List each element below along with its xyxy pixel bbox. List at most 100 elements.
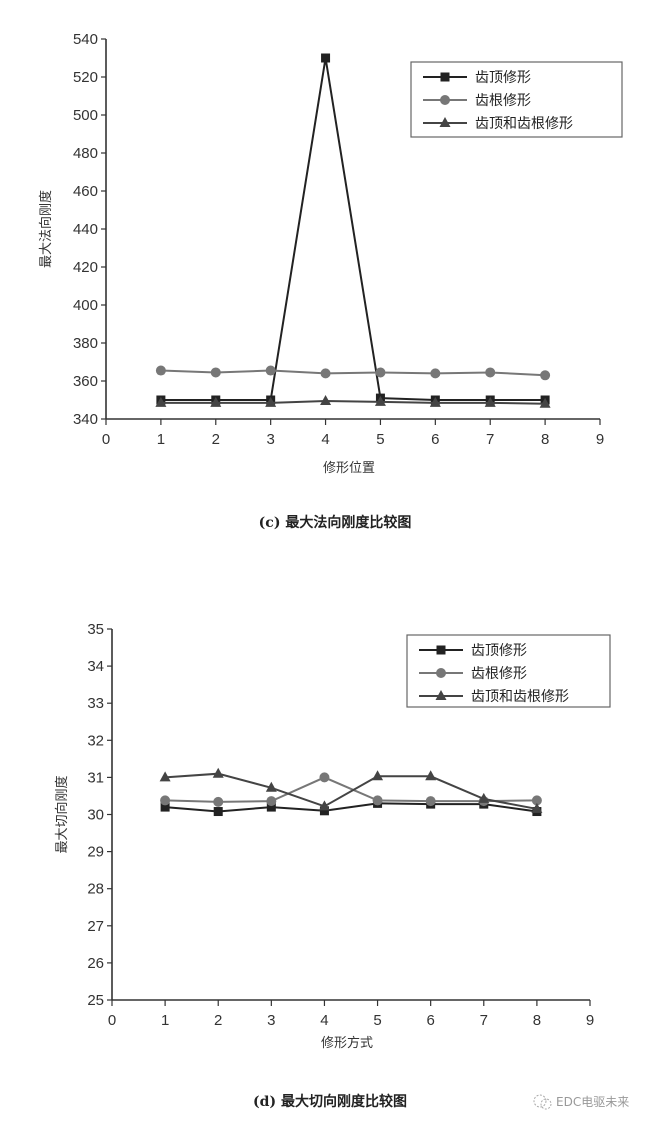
triangle-marker xyxy=(320,394,332,405)
x-axis-title: 修形方式 xyxy=(321,1035,373,1051)
figure-caption: (d) 最大切向刚度比较图 xyxy=(253,1093,407,1110)
triangle-marker xyxy=(429,396,441,407)
x-tick-label: 1 xyxy=(161,1012,169,1029)
y-tick-label: 26 xyxy=(87,955,104,972)
y-tick-label: 31 xyxy=(87,769,104,786)
watermark-text: EDC电驱未来 xyxy=(556,1095,629,1109)
x-tick-label: 3 xyxy=(266,431,274,448)
x-tick-label: 8 xyxy=(541,431,549,448)
x-tick-label: 6 xyxy=(431,431,439,448)
y-axis-title: 最大法向刚度 xyxy=(38,190,54,268)
circle-marker xyxy=(375,367,386,378)
circle-marker xyxy=(160,795,171,806)
y-tick-label: 33 xyxy=(87,695,104,712)
square-marker xyxy=(436,645,446,655)
triangle-marker xyxy=(318,800,330,811)
legend-entry: 齿根修形 xyxy=(475,93,531,109)
circle-marker xyxy=(372,795,383,806)
square-marker xyxy=(266,802,276,812)
y-tick-label: 460 xyxy=(73,183,98,200)
y-tick-label: 360 xyxy=(73,373,98,390)
series-line xyxy=(155,365,551,381)
y-tick-label: 25 xyxy=(87,992,104,1009)
y-tick-label: 30 xyxy=(87,807,104,824)
triangle-marker xyxy=(212,767,224,778)
y-tick-label: 400 xyxy=(73,297,98,314)
x-tick-label: 2 xyxy=(212,431,220,448)
y-tick-label: 29 xyxy=(87,844,104,861)
y-tick-label: 500 xyxy=(73,107,98,124)
circle-marker xyxy=(436,668,446,678)
x-tick-label: 9 xyxy=(586,1012,594,1029)
y-tick-label: 28 xyxy=(87,881,104,898)
y-axis-title: 最大切向刚度 xyxy=(54,775,70,853)
circle-marker xyxy=(213,796,224,807)
triangle-marker xyxy=(372,770,384,781)
triangle-marker xyxy=(265,396,277,407)
y-tick-label: 32 xyxy=(87,732,104,749)
triangle-marker xyxy=(531,802,543,813)
y-tick-label: 27 xyxy=(87,918,104,935)
normal-stiffness-chart: 340 360 380 400 420 440 460 480 500 520 540 0 1 2 3 4 5 6… xyxy=(38,31,623,531)
square-marker xyxy=(321,53,331,63)
x-tick-label: 8 xyxy=(533,1012,541,1029)
triangle-marker xyxy=(210,396,222,407)
triangle-marker xyxy=(439,117,451,127)
x-tick-label: 7 xyxy=(480,1012,488,1029)
x-tick-label: 1 xyxy=(157,431,165,448)
y-tick-label: 480 xyxy=(73,145,98,162)
legend-entry: 齿顶和齿根修形 xyxy=(471,689,569,705)
y-tick-label: 440 xyxy=(73,221,98,238)
square-marker xyxy=(319,806,329,816)
series-line xyxy=(155,394,551,408)
x-tick-label: 7 xyxy=(486,431,494,448)
legend-entry: 齿根修形 xyxy=(471,666,527,682)
x-tick-label: 0 xyxy=(108,1012,116,1029)
watermark: EDC电驱未来 xyxy=(533,1094,629,1110)
x-tick-label: 0 xyxy=(102,431,110,448)
x-tick-label: 5 xyxy=(373,1012,381,1029)
y-tick-label: 35 xyxy=(87,621,104,638)
series-line xyxy=(160,772,542,807)
circle-marker xyxy=(485,367,496,378)
y-tick-label: 380 xyxy=(73,335,98,352)
x-tick-label: 6 xyxy=(426,1012,434,1029)
triangle-marker xyxy=(435,690,447,700)
triangle-marker xyxy=(425,770,437,781)
legend-entry: 齿顶修形 xyxy=(475,70,531,86)
x-tick-label: 9 xyxy=(596,431,604,448)
triangle-marker xyxy=(539,397,551,408)
x-tick-label: 4 xyxy=(320,1012,328,1029)
x-tick-label: 5 xyxy=(376,431,384,448)
triangle-marker xyxy=(374,395,386,406)
triangle-marker xyxy=(484,396,496,407)
legend-entry: 齿顶和齿根修形 xyxy=(475,116,573,132)
triangle-marker xyxy=(155,396,167,407)
circle-marker xyxy=(155,365,166,376)
circle-marker xyxy=(210,367,221,378)
circle-marker xyxy=(266,796,277,807)
circle-marker xyxy=(319,772,330,783)
circle-marker xyxy=(440,95,450,105)
circle-marker xyxy=(265,365,276,376)
triangle-marker xyxy=(478,792,490,803)
square-marker xyxy=(160,802,170,812)
triangle-marker xyxy=(265,781,277,792)
x-tick-label: 4 xyxy=(321,431,329,448)
y-tick-label: 540 xyxy=(73,31,98,48)
figure-caption: (c) 最大法向刚度比较图 xyxy=(259,514,412,531)
y-tick-label: 520 xyxy=(73,69,98,86)
y-tick-label: 340 xyxy=(73,411,98,428)
x-tick-label: 3 xyxy=(267,1012,275,1029)
circle-marker xyxy=(425,796,436,807)
square-marker xyxy=(440,72,450,82)
circle-marker xyxy=(531,795,542,806)
y-tick-label: 34 xyxy=(87,658,104,675)
series-line xyxy=(159,767,543,813)
x-tick-label: 2 xyxy=(214,1012,222,1029)
circle-marker xyxy=(430,368,441,379)
